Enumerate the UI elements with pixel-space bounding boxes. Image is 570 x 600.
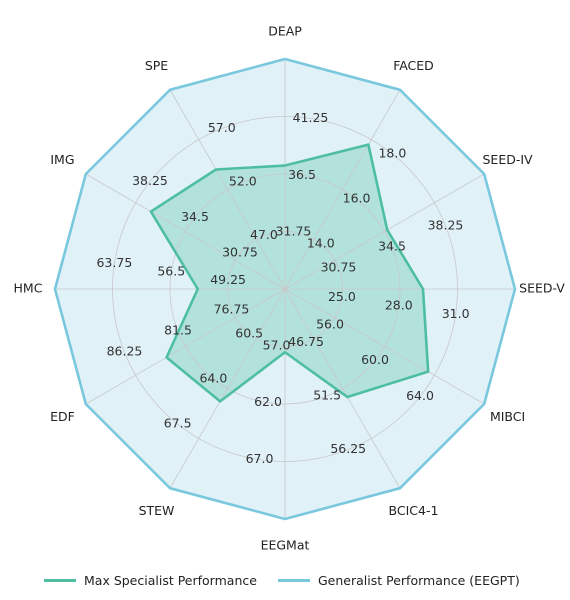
spoke-edf [85,288,286,405]
tick-label-bcic4-1-2: 51.5 [313,388,341,403]
axis-label-seed-iv: SEED-IV [483,152,534,167]
tick-label-img-3: 38.25 [132,173,168,188]
spoke-bcic4-1 [284,288,401,489]
tick-label-edf-3: 86.25 [107,344,143,359]
tick-label-bcic4-1-3: 56.25 [330,441,366,456]
spoke-spe [169,89,286,290]
series-line-generalist [53,57,517,521]
axis-label-spe: SPE [145,58,168,73]
legend: Max Specialist Performance Generalist Pe… [0,573,570,595]
radar-chart: 31.75 36.5 41.25 14.0 16.0 18.0 30.75 34.5 38.25… [14,24,566,553]
tick-label-edf-1: 76.75 [214,302,250,317]
tick-label-hmc-3: 63.75 [96,255,132,270]
tick-label-faced-2: 16.0 [343,191,371,206]
tick-label-deap-2: 36.5 [288,167,316,182]
tick-label-spe-1: 47.0 [250,227,278,242]
tick-label-seed-v-1: 25.0 [328,289,356,304]
axis-label-mibci: MIBCI [490,409,525,424]
legend-swatch-generalist [278,579,310,582]
spoke-mibci [284,288,485,405]
tick-label-stew-3: 67.5 [164,416,192,431]
axis-label-faced: FACED [393,58,434,73]
legend-item-specialist: Max Specialist Performance [44,573,257,588]
axis-label-seed-v: SEED-V [519,281,565,296]
tick-label-eegmat-2: 62.0 [254,394,282,409]
tick-label-stew-1: 60.5 [235,326,263,341]
tick-label-faced-1: 14.0 [307,236,335,251]
tick-label-eegmat-3: 67.0 [246,451,274,466]
series-area-specialist [150,144,429,402]
axis-label-edf: EDF [50,409,75,424]
legend-label-specialist: Max Specialist Performance [84,573,257,588]
axis-label-bcic4-1: BCIC4-1 [389,503,439,518]
legend-swatch-specialist [44,579,76,582]
tick-label-spe-3: 57.0 [208,120,236,135]
axis-label-stew: STEW [139,503,175,518]
spoke-seed-iv [284,173,485,290]
tick-label-mibci-2: 60.0 [361,352,389,367]
tick-label-eegmat-1: 57.0 [263,337,291,352]
spoke-img [85,173,286,290]
tick-label-edf-2: 81.5 [164,323,192,338]
axis-label-hmc: HMC [14,281,43,296]
tick-label-deap-3: 41.25 [293,110,329,125]
tick-label-seed-iv-1: 30.75 [321,259,357,274]
tick-label-deap-1: 31.75 [276,224,312,239]
tick-label-img-1: 30.75 [222,245,258,260]
axis-label-eegmat: EEGMat [261,538,310,553]
spoke-stew [169,288,286,489]
tick-label-spe-2: 52.0 [229,174,257,189]
legend-item-generalist: Generalist Performance (EEGPT) [278,573,520,588]
spoke-faced [284,89,401,290]
axis-label-img: IMG [50,152,74,167]
legend-label-generalist: Generalist Performance (EEGPT) [318,573,520,588]
tick-label-mibci-1: 56.0 [316,316,344,331]
tick-label-hmc-2: 56.5 [157,264,185,279]
tick-label-mibci-3: 64.0 [406,388,434,403]
tick-label-seed-v-3: 31.0 [442,306,470,321]
axis-label-deap: DEAP [268,24,302,39]
tick-label-seed-v-2: 28.0 [385,298,413,313]
tick-label-hmc-1: 49.25 [210,272,246,287]
tick-label-seed-iv-3: 38.25 [428,217,464,232]
series-line-specialist [149,143,430,403]
tick-label-img-2: 34.5 [181,209,209,224]
tick-label-seed-iv-2: 34.5 [378,238,406,253]
tick-label-stew-2: 64.0 [199,371,227,386]
tick-label-faced-3: 18.0 [378,146,406,161]
tick-label-bcic4-1-1: 46.75 [288,334,324,349]
